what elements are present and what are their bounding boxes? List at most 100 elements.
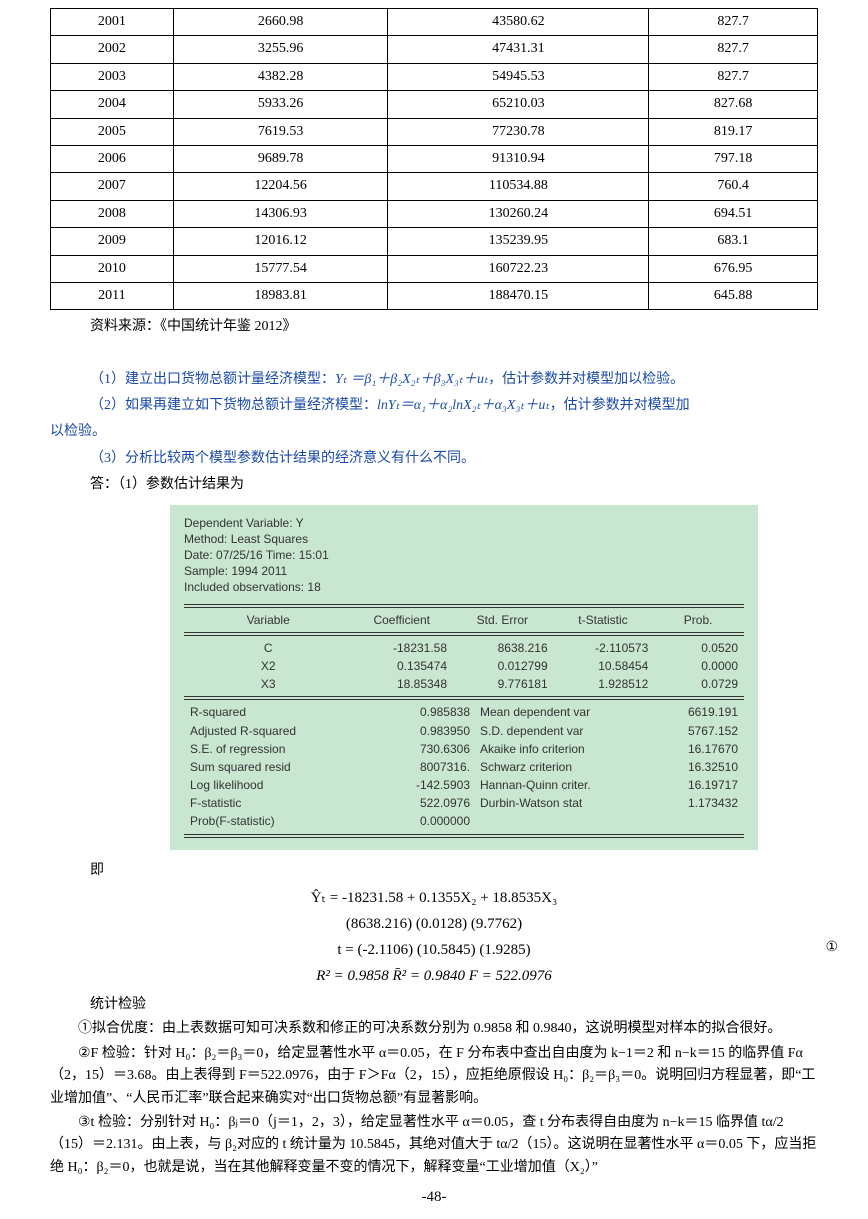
eviews-cell: -18231.58: [352, 640, 451, 656]
question-1: （1）建立出口货物总额计量经济模型：Yₜ ＝β₁＋β₂X₂ₜ＋β₃X₃ₜ＋uₜ，…: [90, 369, 818, 391]
table-cell: 676.95: [649, 255, 818, 282]
eviews-cell: 16.17670: [654, 741, 742, 757]
eviews-stat-row: Sum squared resid8007316.Schwarz criteri…: [186, 759, 742, 775]
table-cell: 819.17: [649, 118, 818, 145]
table-row: 20069689.7891310.94797.18: [51, 145, 818, 172]
page-number: -48-: [50, 1185, 818, 1209]
eviews-header-line: Method: Least Squares: [184, 531, 744, 547]
eviews-header: Dependent Variable: YMethod: Least Squar…: [184, 515, 744, 596]
eviews-cell: 730.6306: [375, 741, 474, 757]
ev-col-stderr: Std. Error: [453, 612, 552, 628]
table-row: 20023255.9647431.31827.7: [51, 36, 818, 63]
eviews-cell: 10.58454: [554, 658, 653, 674]
table-cell: 2011: [51, 282, 174, 309]
eq-marker: ①: [825, 937, 838, 959]
table-cell: 65210.03: [388, 91, 649, 118]
table-cell: 18983.81: [173, 282, 388, 309]
eviews-cell: 16.32510: [654, 759, 742, 775]
eviews-rule-top: [184, 604, 744, 608]
table-row: 20045933.2665210.03827.68: [51, 91, 818, 118]
eviews-cell: Akaike info criterion: [476, 741, 652, 757]
eviews-coef-row: C-18231.588638.216-2.1105730.0520: [186, 640, 742, 656]
eviews-coef-table: C-18231.588638.216-2.1105730.0520X20.135…: [184, 638, 744, 695]
table-cell: 7619.53: [173, 118, 388, 145]
ji-label: 即: [90, 860, 818, 882]
q1-post: ，估计参数并对模型加以检验。: [488, 372, 684, 387]
table-cell: 14306.93: [173, 200, 388, 227]
table-row: 20057619.5377230.78819.17: [51, 118, 818, 145]
eviews-cell: 0.985838: [375, 704, 474, 720]
eviews-cell: [476, 813, 652, 829]
eviews-cell: Prob(F-statistic): [186, 813, 373, 829]
data-table: 20012660.9843580.62827.720023255.9647431…: [50, 8, 818, 310]
table-cell: 760.4: [649, 173, 818, 200]
eviews-cell: Sum squared resid: [186, 759, 373, 775]
eviews-col-header: Variable Coefficient Std. Error t-Statis…: [184, 610, 744, 630]
eviews-cell: 0.0729: [654, 676, 742, 692]
question-2-cont: 以检验。: [50, 421, 818, 443]
table-cell: 77230.78: [388, 118, 649, 145]
eviews-cell: X3: [186, 676, 350, 692]
table-cell: 2003: [51, 63, 174, 90]
table-cell: 9689.78: [173, 145, 388, 172]
table-cell: 110534.88: [388, 173, 649, 200]
table-cell: 91310.94: [388, 145, 649, 172]
table-cell: 160722.23: [388, 255, 649, 282]
eviews-cell: 1.173432: [654, 795, 742, 811]
eviews-cell: 0.0520: [654, 640, 742, 656]
table-cell: 2004: [51, 91, 174, 118]
q2-pre: （2）如果再建立如下货物总额计量经济模型：: [90, 398, 377, 413]
table-cell: 2008: [51, 200, 174, 227]
table-row: 201015777.54160722.23676.95: [51, 255, 818, 282]
table-cell: 43580.62: [388, 9, 649, 36]
eviews-header-line: Date: 07/25/16 Time: 15:01: [184, 547, 744, 563]
eviews-stat-row: Adjusted R-squared0.983950S.D. dependent…: [186, 723, 742, 739]
stat-test-header: 统计检验: [90, 994, 818, 1016]
table-row: 201118983.81188470.15645.88: [51, 282, 818, 309]
eviews-cell: 5767.152: [654, 723, 742, 739]
table-cell: 130260.24: [388, 200, 649, 227]
eviews-rule-mid1: [184, 632, 744, 636]
table-cell: 683.1: [649, 228, 818, 255]
eviews-stat-row: Prob(F-statistic)0.000000: [186, 813, 742, 829]
eq-line1: Ŷₜ = -18231.58 + 0.1355X₂ + 18.8535X₃: [50, 886, 818, 910]
table-cell: 2005: [51, 118, 174, 145]
eviews-cell: -2.110573: [554, 640, 653, 656]
table-cell: 3255.96: [173, 36, 388, 63]
eviews-cell: Mean dependent var: [476, 704, 652, 720]
ev-col-tstat: t-Statistic: [554, 612, 653, 628]
table-cell: 15777.54: [173, 255, 388, 282]
q2-post: ，估计参数并对模型加: [550, 398, 690, 413]
table-row: 200814306.93130260.24694.51: [51, 200, 818, 227]
eviews-cell: 0.0000: [654, 658, 742, 674]
table-cell: 12204.56: [173, 173, 388, 200]
ev-col-prob: Prob.: [654, 612, 742, 628]
q2-equation: lnYₜ＝α₁＋α₂lnX₂ₜ＋α₃X₃ₜ＋uₜ: [377, 398, 550, 413]
table-row: 200712204.56110534.88760.4: [51, 173, 818, 200]
eviews-cell: S.E. of regression: [186, 741, 373, 757]
eviews-rule-mid2: [184, 696, 744, 700]
table-cell: 54945.53: [388, 63, 649, 90]
eviews-stat-row: R-squared0.985838Mean dependent var6619.…: [186, 704, 742, 720]
eviews-cell: -142.5903: [375, 777, 474, 793]
q1-equation: Yₜ ＝β₁＋β₂X₂ₜ＋β₃X₃ₜ＋uₜ: [335, 372, 488, 387]
table-cell: 188470.15: [388, 282, 649, 309]
eviews-cell: 16.19717: [654, 777, 742, 793]
eviews-cell: Schwarz criterion: [476, 759, 652, 775]
eq-line3: t = (-2.1106) (10.5845) (1.9285): [50, 938, 818, 962]
answer-intro: 答：（1）参数估计结果为: [90, 474, 818, 496]
table-cell: 827.68: [649, 91, 818, 118]
para-fit: ①拟合优度：由上表数据可知可决系数和修正的可决系数分别为 0.9858 和 0.…: [50, 1018, 818, 1040]
eviews-stats-table: R-squared0.985838Mean dependent var6619.…: [184, 702, 744, 831]
table-cell: 2007: [51, 173, 174, 200]
eviews-stat-row: S.E. of regression730.6306Akaike info cr…: [186, 741, 742, 757]
table-cell: 4382.28: [173, 63, 388, 90]
eviews-cell: 8638.216: [453, 640, 552, 656]
eviews-cell: [654, 813, 742, 829]
table-cell: 2001: [51, 9, 174, 36]
table-cell: 645.88: [649, 282, 818, 309]
table-cell: 2009: [51, 228, 174, 255]
eviews-cell: X2: [186, 658, 350, 674]
para-ftest: ②F 检验：针对 H₀：β₂＝β₃＝0，给定显著性水平 α＝0.05，在 F 分…: [50, 1043, 818, 1110]
eviews-header-line: Included observations: 18: [184, 579, 744, 595]
